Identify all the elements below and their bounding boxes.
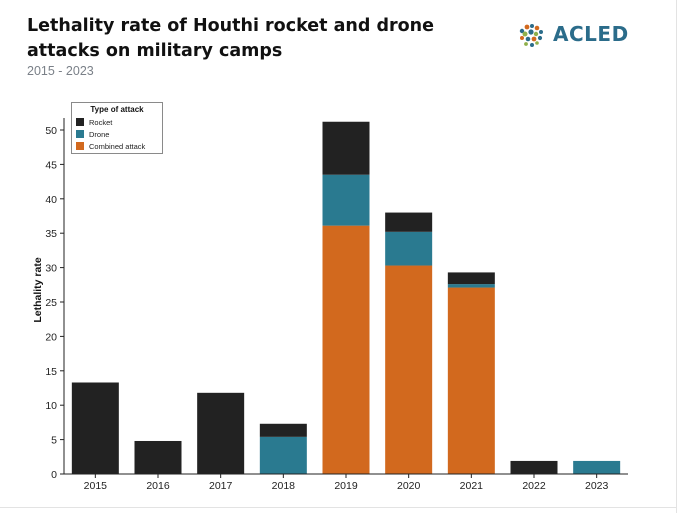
y-tick-label: 45: [45, 159, 57, 171]
legend-swatch-drone: [76, 130, 84, 138]
legend-swatch-combined: [76, 142, 84, 150]
y-axis-label: Lethality rate: [32, 257, 44, 323]
y-tick-label: 0: [51, 469, 57, 481]
globe-icon: [519, 24, 543, 47]
bar-combined-attack-2021: [447, 287, 495, 474]
x-tick-label: 2021: [460, 480, 484, 492]
bar-rocket-2017: [197, 392, 245, 474]
x-tick-label: 2019: [334, 480, 358, 492]
legend-item-combined: Combined attack: [76, 141, 145, 151]
bar-rocket-2020: [385, 212, 433, 232]
chart-title: Lethality rate of Houthi rocket and dron…: [27, 16, 434, 61]
x-tick-label: 2023: [585, 480, 609, 492]
bar-combined-attack-2019: [322, 225, 370, 474]
y-axis: 0 5 10 15 20 25 30 35 40 45 50: [45, 118, 65, 481]
bars: [71, 121, 621, 474]
acled-logo: ACLED: [516, 20, 631, 50]
y-tick-label: 35: [45, 228, 57, 240]
y-tick-label: 15: [45, 366, 57, 378]
x-tick-label: 2017: [209, 480, 233, 492]
x-tick-label: 2022: [522, 480, 546, 492]
bar-drone-2023: [573, 460, 621, 474]
legend-label-combined: Combined attack: [89, 141, 146, 151]
bar-rocket-2019: [322, 121, 370, 175]
bar-drone-2021: [447, 284, 495, 288]
bar-drone-2019: [322, 174, 370, 226]
legend-label-rocket: Rocket: [89, 117, 113, 127]
frame-border-right: [676, 0, 677, 513]
legend-swatch-rocket: [76, 118, 84, 126]
x-tick-label: 2015: [84, 480, 108, 492]
y-tick-label: 20: [45, 331, 57, 343]
bar-rocket-2021: [447, 272, 495, 285]
y-tick-label: 30: [45, 263, 57, 275]
legend-title: Type of attack: [90, 105, 144, 114]
legend-item-rocket: Rocket: [76, 117, 112, 127]
legend-item-drone: Drone: [76, 129, 109, 139]
x-tick-label: 2020: [397, 480, 421, 492]
x-tick-label: 2018: [272, 480, 296, 492]
y-tick-label: 25: [45, 297, 57, 309]
bar-rocket-2015: [71, 382, 119, 474]
legend: Type of attack Rocket Drone Combined att…: [71, 102, 163, 154]
frame-border-bottom: [0, 507, 676, 508]
y-tick-label: 50: [45, 125, 57, 137]
y-tick-label: 10: [45, 400, 57, 412]
bar-drone-2020: [385, 231, 433, 266]
chart-subtitle: 2015 - 2023: [27, 64, 94, 78]
legend-label-drone: Drone: [89, 129, 110, 139]
logo-text: ACLED: [553, 22, 629, 46]
y-tick-label: 40: [45, 194, 57, 206]
bar-rocket-2016: [134, 440, 182, 474]
bar-drone-2018: [259, 436, 307, 474]
x-axis: 2015 2016 2017 2018 2019 2020 2021 2022 2023: [64, 473, 628, 492]
bar-rocket-2022: [510, 460, 558, 474]
bar-rocket-2018: [259, 423, 307, 437]
bar-combined-attack-2020: [385, 265, 433, 474]
y-tick-label: 5: [51, 435, 57, 447]
x-tick-label: 2016: [146, 480, 170, 492]
